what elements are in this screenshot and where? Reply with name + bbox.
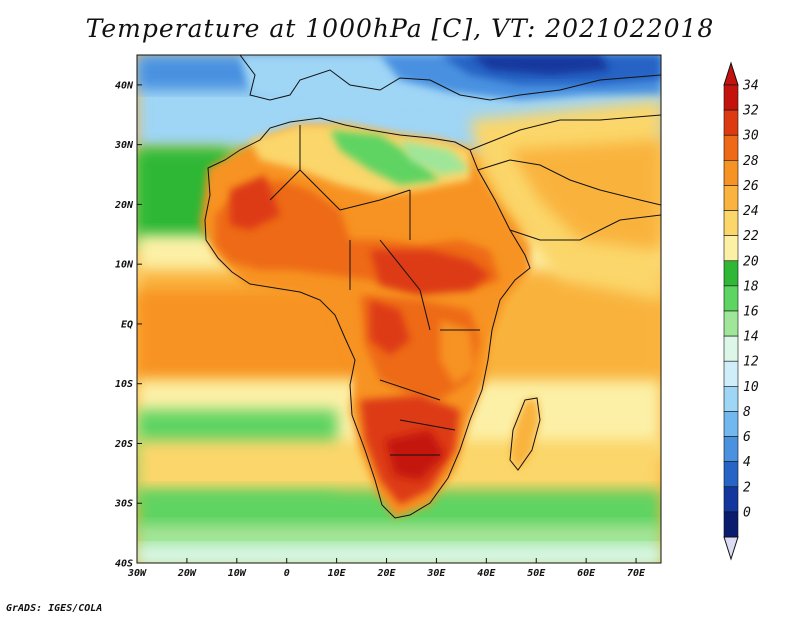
colorbar-label: 0 <box>743 505 751 520</box>
lat-tick-label: 20S <box>114 439 133 450</box>
colorbar-label: 6 <box>743 430 751 445</box>
colorbar-label: 24 <box>743 204 759 219</box>
colorbar-over-arrow <box>723 61 739 86</box>
colorbar-label: 16 <box>743 305 759 320</box>
lon-tick-label: 0 <box>284 568 290 579</box>
colorbar-swatch <box>723 310 739 337</box>
colorbar-label: 28 <box>743 154 759 169</box>
coastlines <box>204 55 661 519</box>
lat-tick-label: 40N <box>115 80 134 91</box>
grads-credit: GrADS: IGES/COLA <box>6 603 103 614</box>
temperature-field <box>137 55 661 563</box>
lon-tick-label: 20E <box>376 568 396 579</box>
colorbar-swatch <box>723 260 739 287</box>
lon-tick-label: 10E <box>328 568 347 579</box>
lon-tick-label: 30W <box>127 568 147 579</box>
colorbar-swatch <box>723 235 739 262</box>
colorbar-label: 14 <box>743 330 759 345</box>
colorbar-label: 32 <box>742 104 759 119</box>
lat-tick-label: EQ <box>121 319 133 330</box>
colorbar-label: 10 <box>743 380 759 395</box>
lon-tick-label: 40E <box>477 568 496 579</box>
colorbar-swatch <box>723 461 739 488</box>
colorbar-swatch <box>723 285 739 312</box>
colorbar-swatch <box>723 386 739 412</box>
colorbar-swatch <box>723 210 739 236</box>
map-title: Temperature at 1000hPa [C], VT: 20210220… <box>85 14 715 43</box>
lon-tick-label: 30E <box>426 568 446 579</box>
colorbar-swatch <box>723 134 739 161</box>
colorbar-under-arrow <box>723 536 739 561</box>
colorbar-label: 8 <box>743 405 751 420</box>
lon-tick-label: 60E <box>577 568 596 579</box>
colorbar-swatch <box>723 411 739 437</box>
colorbar-swatch <box>723 109 739 136</box>
colorbar-label: 22 <box>743 229 759 244</box>
lon-tick-label: 70E <box>627 568 646 579</box>
colorbar-label: 4 <box>743 455 751 470</box>
lat-tick-label: 40S <box>115 559 133 570</box>
colorbar-label: 12 <box>743 355 759 370</box>
latitude-axis: 40N 30N 20N 10N EQ 10S 20S 30S 40S <box>114 80 142 570</box>
colorbar-label: 20 <box>743 254 759 269</box>
lat-tick-label: 10N <box>115 260 134 271</box>
plot-frame <box>136 54 662 564</box>
lat-tick-label: 30S <box>114 499 133 510</box>
colorbar-swatch <box>723 436 739 462</box>
colorbar-swatch <box>723 185 739 211</box>
colorbar-label: 34 <box>742 79 759 94</box>
colorbar-swatch <box>723 160 739 186</box>
lat-tick-label: 20N <box>114 200 134 211</box>
longitude-axis: 30W 20W 10W 0 10E 20E 30E 40E 50E 60E 70E <box>127 558 646 579</box>
colorbar-swatch <box>723 84 739 111</box>
colorbar-label: 2 <box>743 480 751 495</box>
lat-tick-label: 10S <box>115 379 133 390</box>
lon-tick-label: 50E <box>527 568 546 579</box>
colorbar-label: 26 <box>743 179 759 194</box>
lat-tick-label: 30N <box>114 140 134 151</box>
colorbar-swatch <box>723 360 739 387</box>
lon-tick-label: 10W <box>228 568 247 579</box>
colorbar-swatch <box>723 335 739 362</box>
colorbar-swatch <box>723 486 739 513</box>
colorbar-label: 18 <box>743 279 759 294</box>
colorbar-label: 30 <box>742 129 759 144</box>
colorbar-swatch <box>723 511 739 538</box>
lon-tick-label: 20W <box>177 568 197 579</box>
